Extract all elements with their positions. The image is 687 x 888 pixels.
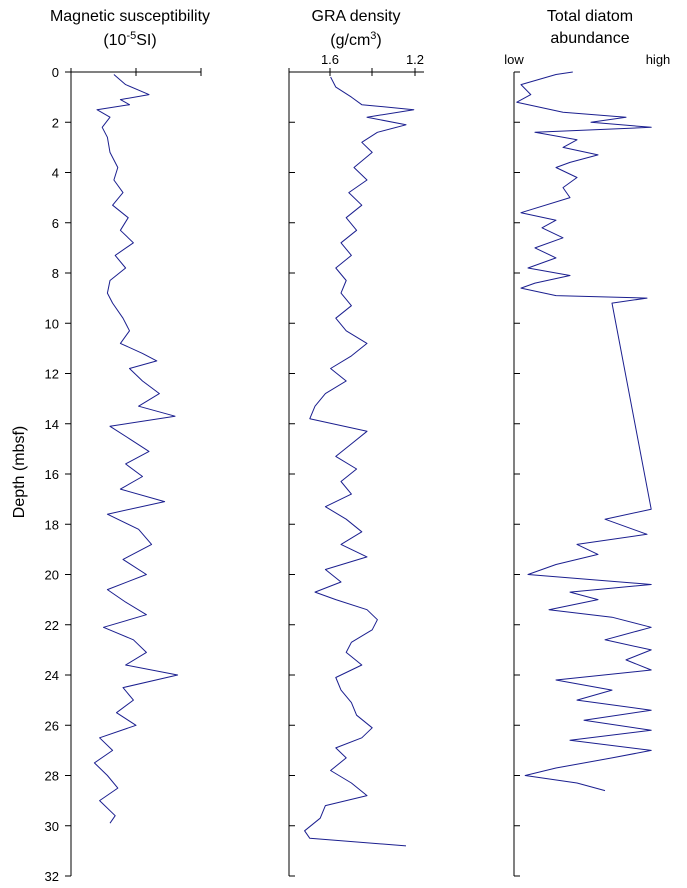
depth-tick-label-10: 20 xyxy=(45,568,59,583)
depth-tick-label-15: 30 xyxy=(45,819,59,834)
depth-tick-label-8: 16 xyxy=(45,467,59,482)
panel1-title-line2-rest: SI) xyxy=(136,32,156,49)
panel1-title-line2: (10-5SI) xyxy=(103,30,156,49)
depth-tick-label-4: 8 xyxy=(52,266,59,281)
depth-tick-label-7: 14 xyxy=(45,417,59,432)
panel3-series-line xyxy=(516,71,652,792)
depth-tick-label-6: 12 xyxy=(45,367,59,382)
y-axis-title: Depth (mbsf) xyxy=(11,426,28,518)
panel2-title-line1: GRA density xyxy=(312,8,401,25)
panel1-title-line1: Magnetic susceptibility xyxy=(50,8,210,25)
depth-tick-label-3: 6 xyxy=(52,216,59,231)
depth-tick-label-11: 22 xyxy=(45,618,59,633)
depth-tick-label-5: 10 xyxy=(45,316,59,331)
panel2-title-line2-rest: ) xyxy=(376,32,381,49)
panel3-title-line1: Total diatom xyxy=(547,8,633,25)
panel2-series-line xyxy=(304,76,415,847)
depth-tick-label-13: 26 xyxy=(45,718,59,733)
depth-tick-label-14: 28 xyxy=(45,769,59,784)
depth-tick-label-16: 32 xyxy=(45,869,59,884)
panel2-title-line2: (g/cm3) xyxy=(330,30,381,49)
panel2-x-tick-label-0: 1.6 xyxy=(321,52,339,67)
panel3-x-tick-label-0: low xyxy=(504,52,524,67)
depth-tick-label-2: 4 xyxy=(52,166,59,181)
panel3-x-tick-label-1: high xyxy=(646,52,671,67)
depth-tick-label-9: 18 xyxy=(45,517,59,532)
panel1-series-line xyxy=(93,74,179,824)
panel3-title-line2: abundance xyxy=(550,30,629,47)
panel1-title-line2-sup: -5 xyxy=(126,30,136,42)
depth-tick-label-0: 0 xyxy=(52,65,59,80)
panel2-x-tick-label-1: 1.2 xyxy=(406,52,424,67)
depth-tick-label-1: 2 xyxy=(52,115,59,130)
panel1-title-line2-base: (10 xyxy=(103,32,126,49)
panel2-title-line2-sup: 3 xyxy=(370,30,376,42)
depth-tick-label-12: 24 xyxy=(45,668,59,683)
panel2-title-line2-base: (g/cm xyxy=(330,32,370,49)
